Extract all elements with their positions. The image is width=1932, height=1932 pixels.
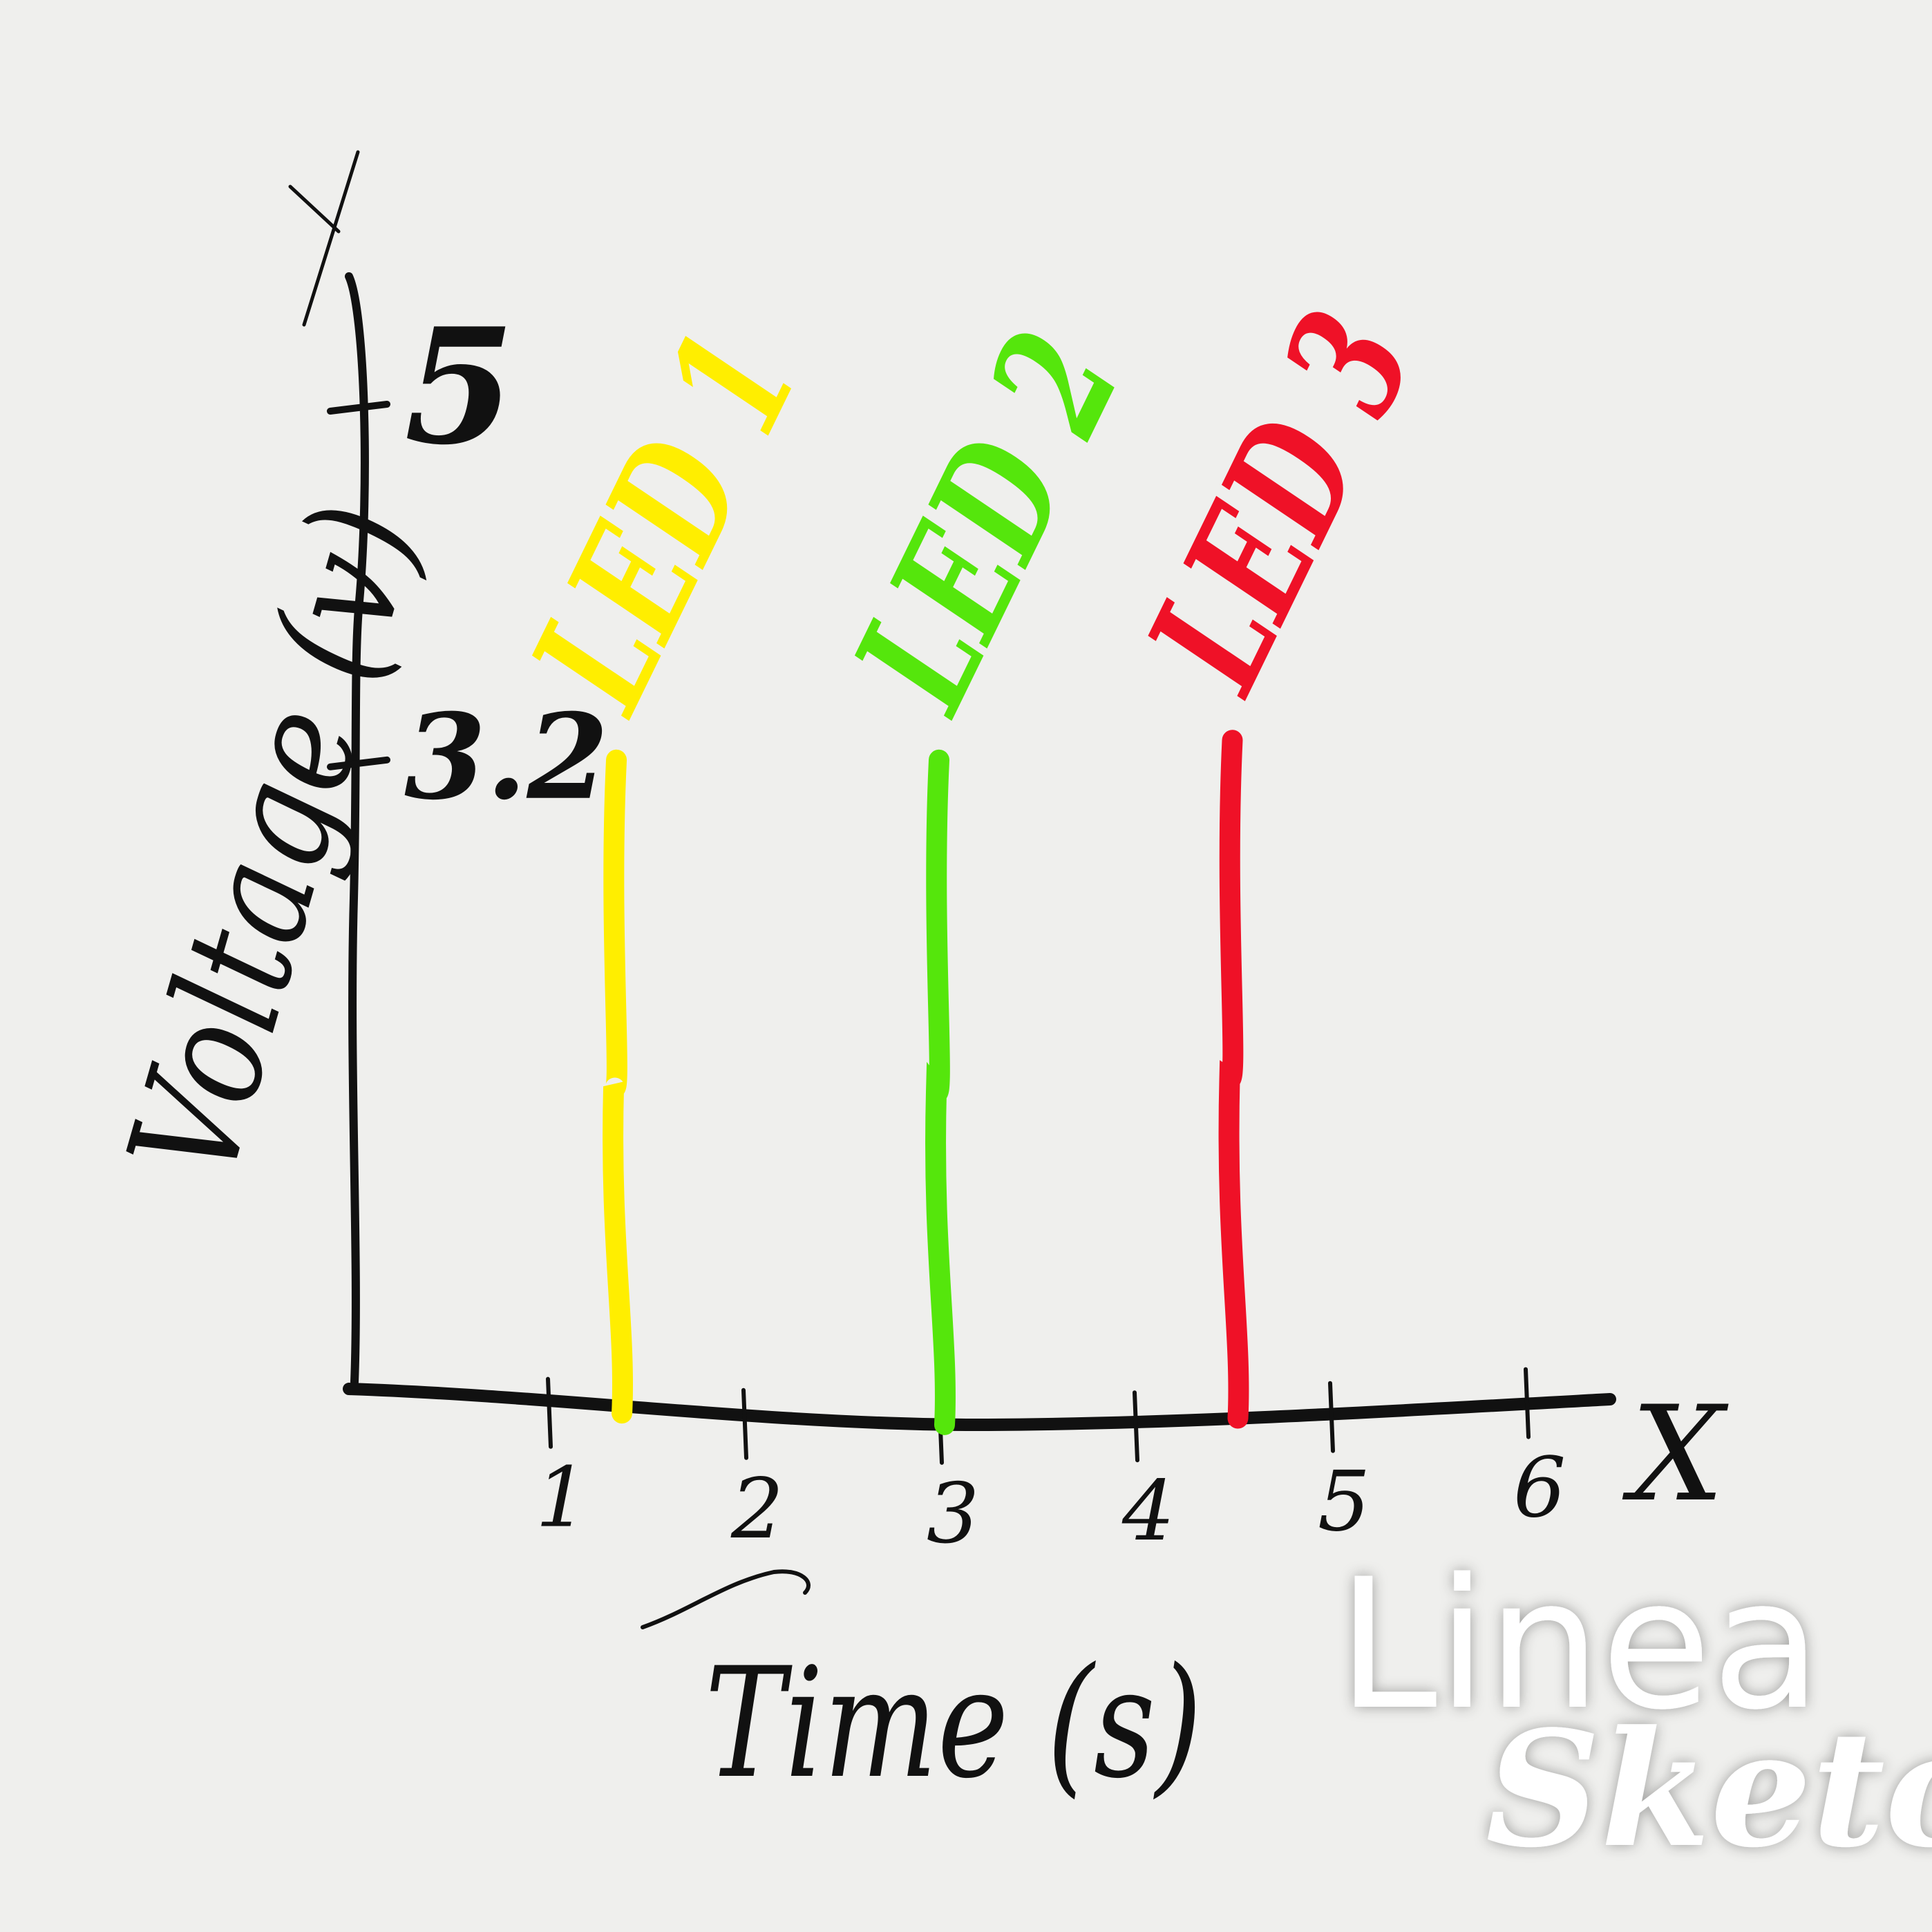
x-tick-label-5: 5 <box>1318 1455 1370 1551</box>
y-axis-label: Voltage (v) <box>95 486 453 1198</box>
x-axis-label-group: Time (s) <box>641 1569 1202 1812</box>
axis-letters: X <box>1622 1378 1729 1531</box>
x-tick-6 <box>1524 1367 1531 1439</box>
watermark: Linea Sketch <box>1337 1541 1932 1883</box>
y-axis-label-group: Voltage (v) <box>95 486 453 1198</box>
x-axis-label-swash <box>641 1569 811 1629</box>
x-tick-label-4: 4 <box>1121 1464 1175 1560</box>
bar-3 <box>1218 730 1249 1429</box>
x-tick-5 <box>1328 1381 1335 1453</box>
y-tick-label-3-2: 3.2 <box>404 688 609 826</box>
x-tick-label-3: 3 <box>927 1466 979 1562</box>
bar-label-1: LED 1 <box>495 305 834 738</box>
bar-label-2: LED 2 <box>818 305 1157 738</box>
y-tick-label-5: 5 <box>404 294 515 480</box>
x-axis-label: Time (s) <box>705 1635 1202 1812</box>
x-tick-label-6: 6 <box>1513 1441 1566 1537</box>
x-tick-label-2: 2 <box>730 1461 784 1557</box>
y-tick-5 <box>327 401 390 415</box>
x-tick-1 <box>546 1376 553 1449</box>
y-axis-line <box>345 272 369 1386</box>
x-axis-letter: X <box>1622 1378 1729 1531</box>
x-axis-line <box>343 1383 1616 1432</box>
bar-2 <box>925 749 956 1435</box>
y-tick-3.2 <box>327 756 390 770</box>
bars <box>603 730 1249 1435</box>
watermark-linea: Linea <box>1337 1541 1821 1750</box>
y-axis-arrow <box>288 150 360 327</box>
x-tick-label-1: 1 <box>536 1450 588 1546</box>
watermark-sketch: Sketch <box>1486 1696 1932 1883</box>
x-tick-2 <box>741 1388 748 1460</box>
bar-1 <box>603 749 633 1424</box>
bar-label-3: LED 3 <box>1111 286 1450 719</box>
x-tick-4 <box>1133 1390 1139 1463</box>
